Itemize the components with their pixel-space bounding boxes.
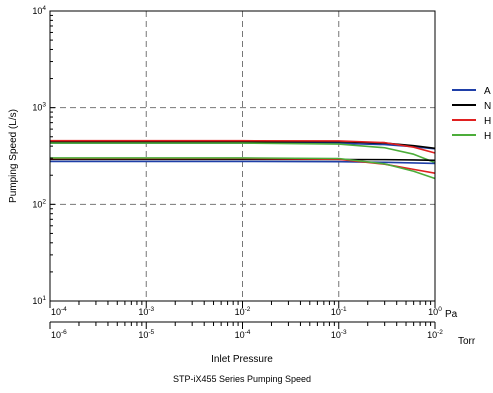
x2-tick-label-exponent: -4 bbox=[245, 329, 251, 336]
x-axis-title: Inlet Pressure bbox=[211, 354, 273, 365]
x-tick-label-exponent: -4 bbox=[61, 306, 67, 313]
y-tick-label-exponent: 2 bbox=[42, 198, 46, 205]
x-tick-label-exponent: -3 bbox=[148, 306, 154, 313]
x2-tick-label-exponent: -5 bbox=[148, 329, 154, 336]
x-tick-label: 10-2 bbox=[235, 306, 251, 317]
legend-label: H bbox=[484, 116, 491, 127]
y-tick-label-mantissa: 10 bbox=[32, 296, 42, 306]
series-line-7 bbox=[50, 157, 436, 180]
y-tick-label-mantissa: 10 bbox=[32, 103, 42, 113]
x2-tick-label-exponent: -2 bbox=[437, 329, 443, 336]
x2-tick-label: 10-4 bbox=[235, 329, 251, 340]
chart-title: STP-iX455 Series Pumping Speed bbox=[173, 374, 311, 384]
y-axis-title: Pumping Speed (L/s) bbox=[8, 109, 19, 203]
grid-lines bbox=[50, 11, 435, 301]
series-line-2 bbox=[50, 139, 436, 154]
x2-tick-label-mantissa: 10 bbox=[331, 330, 341, 340]
x2-tick-label-mantissa: 10 bbox=[235, 330, 245, 340]
x-tick-label-mantissa: 10 bbox=[235, 307, 245, 317]
legend-label: H bbox=[484, 131, 491, 142]
series-line-3 bbox=[50, 142, 436, 164]
x-tick-label: 100 bbox=[428, 306, 442, 317]
x2-tick-label-exponent: -3 bbox=[341, 329, 347, 336]
x2-tick-label-mantissa: 10 bbox=[427, 330, 437, 340]
legend-label: A bbox=[484, 86, 491, 97]
y-tick-label: 101 bbox=[32, 295, 46, 306]
y-tick-label-exponent: 3 bbox=[42, 102, 46, 109]
y-tick-label-exponent: 1 bbox=[42, 295, 46, 302]
x-tick-label: 10-3 bbox=[138, 306, 154, 317]
series-line-5 bbox=[50, 158, 436, 162]
x-tick-label-exponent: -2 bbox=[245, 306, 251, 313]
x-tick-label: 10-1 bbox=[331, 306, 347, 317]
x2-tick-label-mantissa: 10 bbox=[138, 330, 148, 340]
x-tick-label: 10-4 bbox=[51, 306, 67, 317]
x-tick-label-exponent: 0 bbox=[438, 306, 442, 313]
legend-label: N bbox=[484, 101, 491, 112]
x2-tick-label-mantissa: 10 bbox=[51, 330, 61, 340]
x2-tick-label: 10-5 bbox=[138, 329, 154, 340]
y-tick-label-exponent: 4 bbox=[42, 5, 46, 12]
x-unit-label: Pa bbox=[445, 309, 458, 320]
x2-tick-label-exponent: -6 bbox=[61, 329, 67, 336]
x-tick-label-exponent: -1 bbox=[341, 306, 347, 313]
y-tick-label-mantissa: 10 bbox=[32, 199, 42, 209]
x2-tick-label: 10-2 bbox=[427, 329, 443, 340]
x-tick-label-mantissa: 10 bbox=[428, 307, 438, 317]
x2-tick-label: 10-3 bbox=[331, 329, 347, 340]
y-tick-label: 103 bbox=[32, 102, 46, 113]
x-tick-label-mantissa: 10 bbox=[331, 307, 341, 317]
y-tick-label-mantissa: 10 bbox=[32, 6, 42, 16]
x-tick-label-mantissa: 10 bbox=[138, 307, 148, 317]
x2-unit-label: Torr bbox=[458, 336, 476, 347]
y-tick-label: 104 bbox=[32, 5, 46, 16]
x2-tick-label: 10-6 bbox=[51, 329, 67, 340]
series-lines bbox=[50, 139, 436, 180]
series-line-4 bbox=[50, 160, 436, 165]
x-tick-label-mantissa: 10 bbox=[51, 307, 61, 317]
y-tick-label: 102 bbox=[32, 198, 46, 209]
